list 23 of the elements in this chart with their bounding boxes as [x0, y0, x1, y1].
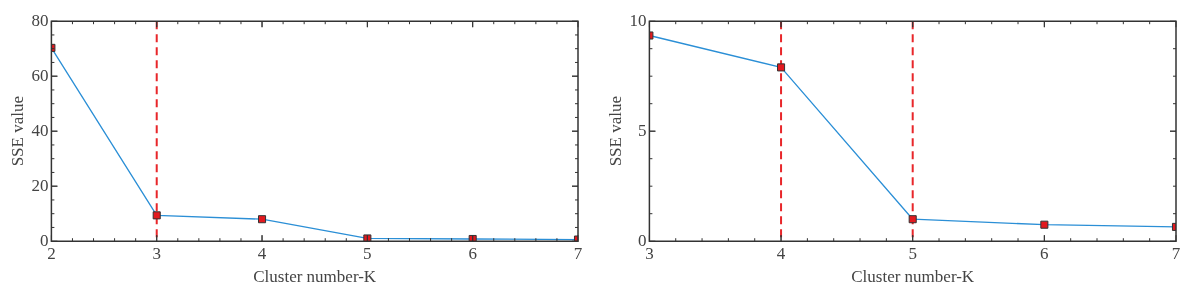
y-axis-title: SSE value [7, 96, 27, 167]
x-tick-label: 3 [152, 243, 161, 263]
y-tick-label: 60 [31, 65, 49, 85]
x-tick-label: 7 [1171, 243, 1181, 263]
x-axis-title: Cluster number-K [253, 267, 377, 287]
y-tick-label: 10 [629, 10, 647, 30]
x-axis-title: Cluster number-K [851, 267, 975, 287]
x-tick-label: 7 [573, 243, 583, 263]
x-tick-label: 4 [776, 243, 786, 263]
y-tick-label: 5 [637, 120, 647, 140]
x-tick-label: 2 [47, 243, 56, 263]
y-tick-label: 20 [31, 175, 49, 195]
y-tick-label: 80 [31, 10, 49, 30]
y-tick-label: 0 [39, 230, 49, 250]
x-tick-label: 4 [257, 243, 267, 263]
x-tick-label: 6 [468, 243, 477, 263]
x-tick-label: 6 [1040, 243, 1049, 263]
y-tick-label: 0 [637, 230, 647, 250]
y-tick-label: 40 [31, 120, 49, 140]
x-tick-label: 3 [645, 243, 654, 263]
y-axis-title: SSE value [605, 96, 625, 167]
x-tick-label: 5 [363, 243, 372, 263]
x-tick-label: 5 [908, 243, 917, 263]
